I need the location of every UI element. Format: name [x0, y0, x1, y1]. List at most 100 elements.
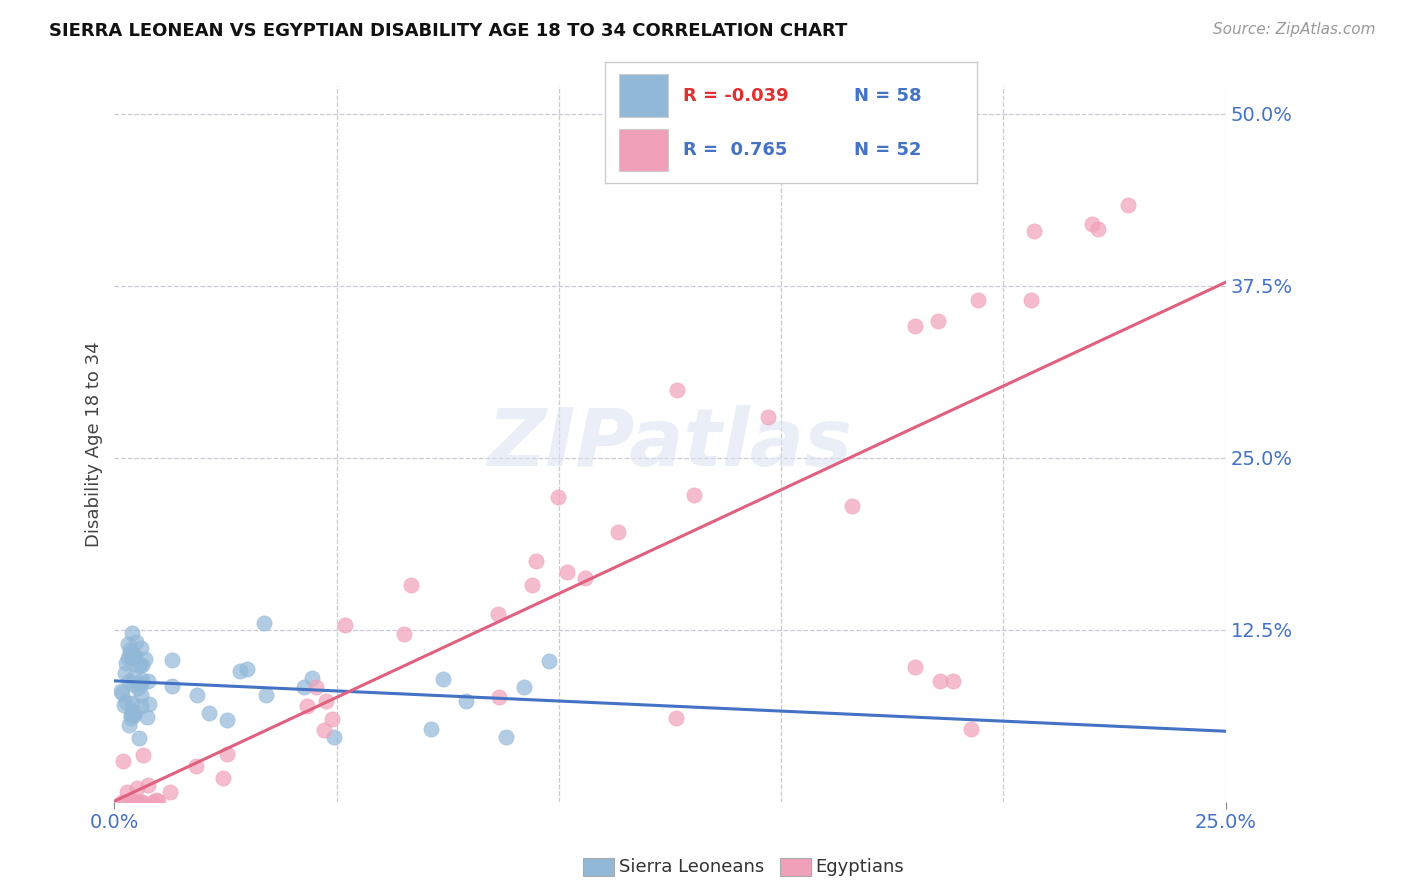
Point	[122, 670, 145, 684]
Point	[121, 651, 143, 665]
Point	[120, 795, 142, 809]
Text: N = 58: N = 58	[855, 87, 922, 104]
Point	[162, 679, 184, 693]
Point	[184, 759, 207, 773]
Point	[160, 653, 183, 667]
Point	[124, 649, 146, 664]
Y-axis label: Disability Age 18 to 34: Disability Age 18 to 34	[86, 341, 103, 547]
Point	[122, 708, 145, 723]
Point	[198, 706, 221, 720]
Point	[682, 488, 704, 502]
Point	[117, 637, 139, 651]
Point	[124, 648, 146, 663]
Point	[217, 713, 239, 727]
Point	[128, 731, 150, 745]
Point	[125, 795, 148, 809]
Text: Egyptians: Egyptians	[815, 858, 904, 876]
Point	[138, 698, 160, 712]
Point	[606, 525, 628, 540]
Point	[665, 711, 688, 725]
Point	[399, 578, 422, 592]
Point	[186, 689, 208, 703]
Point	[1024, 225, 1046, 239]
Point	[115, 695, 138, 709]
Point	[555, 565, 578, 579]
Point	[125, 634, 148, 648]
Text: Sierra Leoneans: Sierra Leoneans	[619, 858, 763, 876]
Point	[537, 654, 560, 668]
Point	[756, 409, 779, 424]
Point	[121, 696, 143, 710]
Point	[120, 647, 142, 661]
Point	[547, 490, 569, 504]
FancyBboxPatch shape	[620, 75, 668, 117]
Point	[115, 785, 138, 799]
Point	[432, 672, 454, 686]
Point	[121, 705, 143, 719]
Point	[315, 694, 337, 708]
Point	[112, 698, 135, 713]
Text: SIERRA LEONEAN VS EGYPTIAN DISABILITY AGE 18 TO 34 CORRELATION CHART: SIERRA LEONEAN VS EGYPTIAN DISABILITY AG…	[49, 22, 848, 40]
Point	[117, 673, 139, 688]
Point	[129, 677, 152, 691]
Point	[256, 689, 278, 703]
Point	[135, 709, 157, 723]
Point	[1087, 222, 1109, 236]
Point	[966, 293, 988, 307]
Point	[118, 717, 141, 731]
Point	[131, 698, 153, 713]
Point	[253, 615, 276, 630]
Point	[142, 795, 165, 809]
Point	[312, 723, 335, 738]
Point	[131, 688, 153, 702]
Text: N = 52: N = 52	[855, 141, 922, 159]
Point	[942, 673, 965, 688]
Point	[121, 649, 143, 664]
Point	[305, 681, 328, 695]
Point	[335, 618, 357, 632]
Point	[115, 656, 138, 670]
Point	[841, 499, 863, 513]
Point	[120, 711, 142, 725]
Point	[131, 658, 153, 673]
Point	[486, 607, 509, 622]
Point	[321, 712, 343, 726]
Point	[148, 794, 170, 808]
Point	[111, 754, 134, 768]
Point	[129, 795, 152, 809]
Point	[520, 578, 543, 592]
Point	[131, 673, 153, 688]
Point	[665, 383, 688, 397]
Point	[136, 778, 159, 792]
Point	[1116, 198, 1139, 212]
Point	[495, 730, 517, 744]
Point	[301, 671, 323, 685]
Point	[1019, 293, 1042, 307]
Point	[134, 652, 156, 666]
Point	[392, 627, 415, 641]
Point	[927, 314, 949, 328]
Point	[420, 723, 443, 737]
Point	[125, 780, 148, 795]
Text: Source: ZipAtlas.com: Source: ZipAtlas.com	[1212, 22, 1375, 37]
Point	[295, 699, 318, 714]
Point	[323, 730, 346, 744]
Point	[236, 662, 259, 676]
Point	[928, 673, 950, 688]
Point	[292, 680, 315, 694]
Point	[574, 571, 596, 585]
Point	[132, 747, 155, 762]
Text: R =  0.765: R = 0.765	[683, 141, 787, 159]
Point	[111, 685, 134, 699]
Point	[145, 793, 167, 807]
Point	[1081, 217, 1104, 231]
Point	[159, 785, 181, 799]
Point	[127, 681, 149, 695]
Point	[124, 705, 146, 719]
Point	[904, 318, 927, 333]
Point	[117, 651, 139, 665]
Text: R = -0.039: R = -0.039	[683, 87, 789, 104]
Point	[136, 673, 159, 688]
Point	[211, 772, 233, 786]
Point	[488, 690, 510, 704]
